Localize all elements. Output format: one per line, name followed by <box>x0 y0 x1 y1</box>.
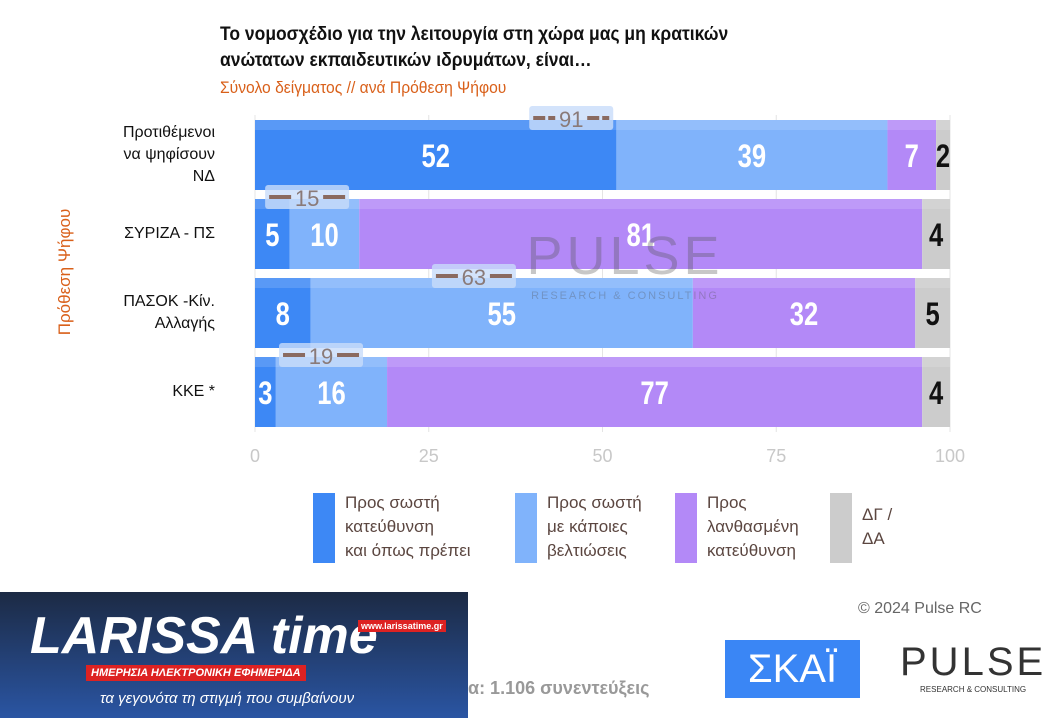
category-label-line: Προτιθέμενοι <box>122 124 215 141</box>
legend-label-line: λανθασμένη <box>707 517 799 536</box>
bar-segment <box>359 199 923 269</box>
legend-swatch <box>313 493 335 563</box>
category-label-line: Αλλαγής <box>154 315 215 332</box>
row-band <box>255 357 950 367</box>
total-box <box>265 185 350 209</box>
sample-size: α: 1.106 συνεντεύξεις <box>468 678 650 698</box>
bar-segment <box>887 120 937 190</box>
legend-swatch <box>515 493 537 563</box>
pulse-logo-sub: RESEARCH & CONSULTING <box>920 685 1027 694</box>
larissa-url: www.larissatime.gr <box>358 620 446 632</box>
row-band <box>255 278 950 288</box>
title-line: Το νομοσχέδιο για την λειτουργία στη χώρ… <box>220 24 729 45</box>
copyright: © 2024 Pulse RC <box>858 600 982 617</box>
legend-label-line: Προς <box>707 493 747 512</box>
data-label: 32 <box>790 297 818 332</box>
bar-segment <box>387 357 923 427</box>
legend-label-line: ΔΓ / <box>862 505 893 524</box>
data-label: 55 <box>487 297 515 332</box>
larissa-tagline: ΗΜΕΡΗΣΙΑ ΗΛΕΚΤΡΟΝΙΚΗ ΕΦΗΜΕΡΙΔΑ <box>86 665 306 681</box>
x-tick-label: 50 <box>592 446 612 466</box>
data-label: 16 <box>317 376 345 411</box>
bar-segment <box>275 357 388 427</box>
larissa-slogan: τα γεγονότα τη στιγμή που συμβαίνουν <box>100 690 355 707</box>
data-label: 8 <box>276 297 290 332</box>
category-label-line: ΚΚΕ * <box>172 383 215 400</box>
bar-segment <box>255 357 276 427</box>
data-label: 81 <box>626 218 654 253</box>
category-label-line: να ψηφίσουν <box>123 146 215 163</box>
legend-label-line: βελτιώσεις <box>547 541 627 560</box>
legend-label-line: Προς σωστή <box>547 493 642 512</box>
legend-label-line: με κάποιες <box>547 517 628 536</box>
bar-segment <box>692 278 916 348</box>
data-label: 39 <box>738 139 766 174</box>
legend-label: Προς σωστή κατεύθυνση και όπως πρέπει <box>345 491 471 563</box>
legend-label-line: κατεύθυνση <box>345 517 434 536</box>
legend-label-line: Προς σωστή <box>345 493 440 512</box>
legend-label-line: ΔΑ <box>862 529 885 548</box>
total-label: 91 <box>559 107 583 132</box>
total-label: 19 <box>309 344 333 369</box>
data-label: 5 <box>926 297 940 332</box>
stacked-bar-chart: 0 25 50 75 100 52 39 7 2 91 5 10 81 4 15 8 55 32 5 63 3 16 77 4… <box>250 106 965 466</box>
bar-segment <box>922 199 950 269</box>
legend-label: Προς λανθασμένη κατεύθυνση <box>707 491 799 563</box>
data-label: 10 <box>310 218 338 253</box>
total-box <box>431 264 516 288</box>
bar-segment <box>936 120 950 190</box>
chart-title: Το νομοσχέδιο για την λειτουργία στη χώρ… <box>220 22 728 74</box>
category-label: ΠΑΣΟΚ -Κίν. Αλλαγής <box>123 291 215 335</box>
data-label: 5 <box>265 218 279 253</box>
category-label: ΚΚΕ * <box>172 381 215 403</box>
legend-label: ΔΓ / ΔΑ <box>862 503 892 551</box>
bar-segment <box>616 120 888 190</box>
total-label: 15 <box>295 186 319 211</box>
data-label: 77 <box>640 376 668 411</box>
data-label: 2 <box>936 139 950 174</box>
bar-segment <box>255 120 617 190</box>
total-box <box>279 343 364 367</box>
bar-segment <box>915 278 950 348</box>
legend-swatch <box>675 493 697 563</box>
bar-segment <box>289 199 360 269</box>
total-box <box>529 106 614 130</box>
category-label: ΣΥΡΙΖΑ - ΠΣ <box>124 223 215 245</box>
category-label-line: ΝΔ <box>192 168 215 185</box>
bar-segment <box>255 278 311 348</box>
data-label: 4 <box>929 376 943 411</box>
data-label: 7 <box>905 139 919 174</box>
legend-label-line: κατεύθυνση <box>707 541 796 560</box>
bar-segment <box>922 357 950 427</box>
bar-segment <box>310 278 693 348</box>
legend-label-line: και όπως πρέπει <box>345 541 471 560</box>
data-label: 52 <box>421 139 449 174</box>
skai-logo: ΣΚΑΪ <box>725 640 860 698</box>
legend-label: Προς σωστή με κάποιες βελτιώσεις <box>547 491 642 563</box>
data-label: 4 <box>929 218 943 253</box>
category-label: Προτιθέμενοι να ψηφίσουν ΝΔ <box>123 122 215 188</box>
x-tick-label: 75 <box>766 446 786 466</box>
title-line: ανώτατων εκπαιδευτικών ιδρυμάτων, είναι… <box>220 50 592 71</box>
pulse-logo: PULSE RESEARCH & CONSULTING <box>900 640 1043 694</box>
row-band <box>255 199 950 209</box>
x-tick-label: 25 <box>419 446 439 466</box>
skai-logo-text: ΣΚΑΪ <box>747 647 838 691</box>
chart-subtitle: Σύνολο δείγματος // ανά Πρόθεση Ψήφου <box>220 78 507 97</box>
pulse-logo-text: PULSE <box>900 640 1043 684</box>
x-tick-label: 100 <box>935 446 965 466</box>
x-tick-label: 0 <box>250 446 260 466</box>
bar-segment <box>255 199 290 269</box>
data-label: 3 <box>258 376 272 411</box>
legend-swatch <box>830 493 852 563</box>
category-label-line: ΠΑΣΟΚ -Κίν. <box>123 293 215 310</box>
larissa-logo-text: LARISSA time <box>30 607 378 665</box>
category-label-line: ΣΥΡΙΖΑ - ΠΣ <box>124 225 215 242</box>
total-label: 63 <box>462 265 486 290</box>
larissatime-logo: LARISSA time www.larissatime.gr ΗΜΕΡΗΣΙΑ… <box>0 592 468 718</box>
